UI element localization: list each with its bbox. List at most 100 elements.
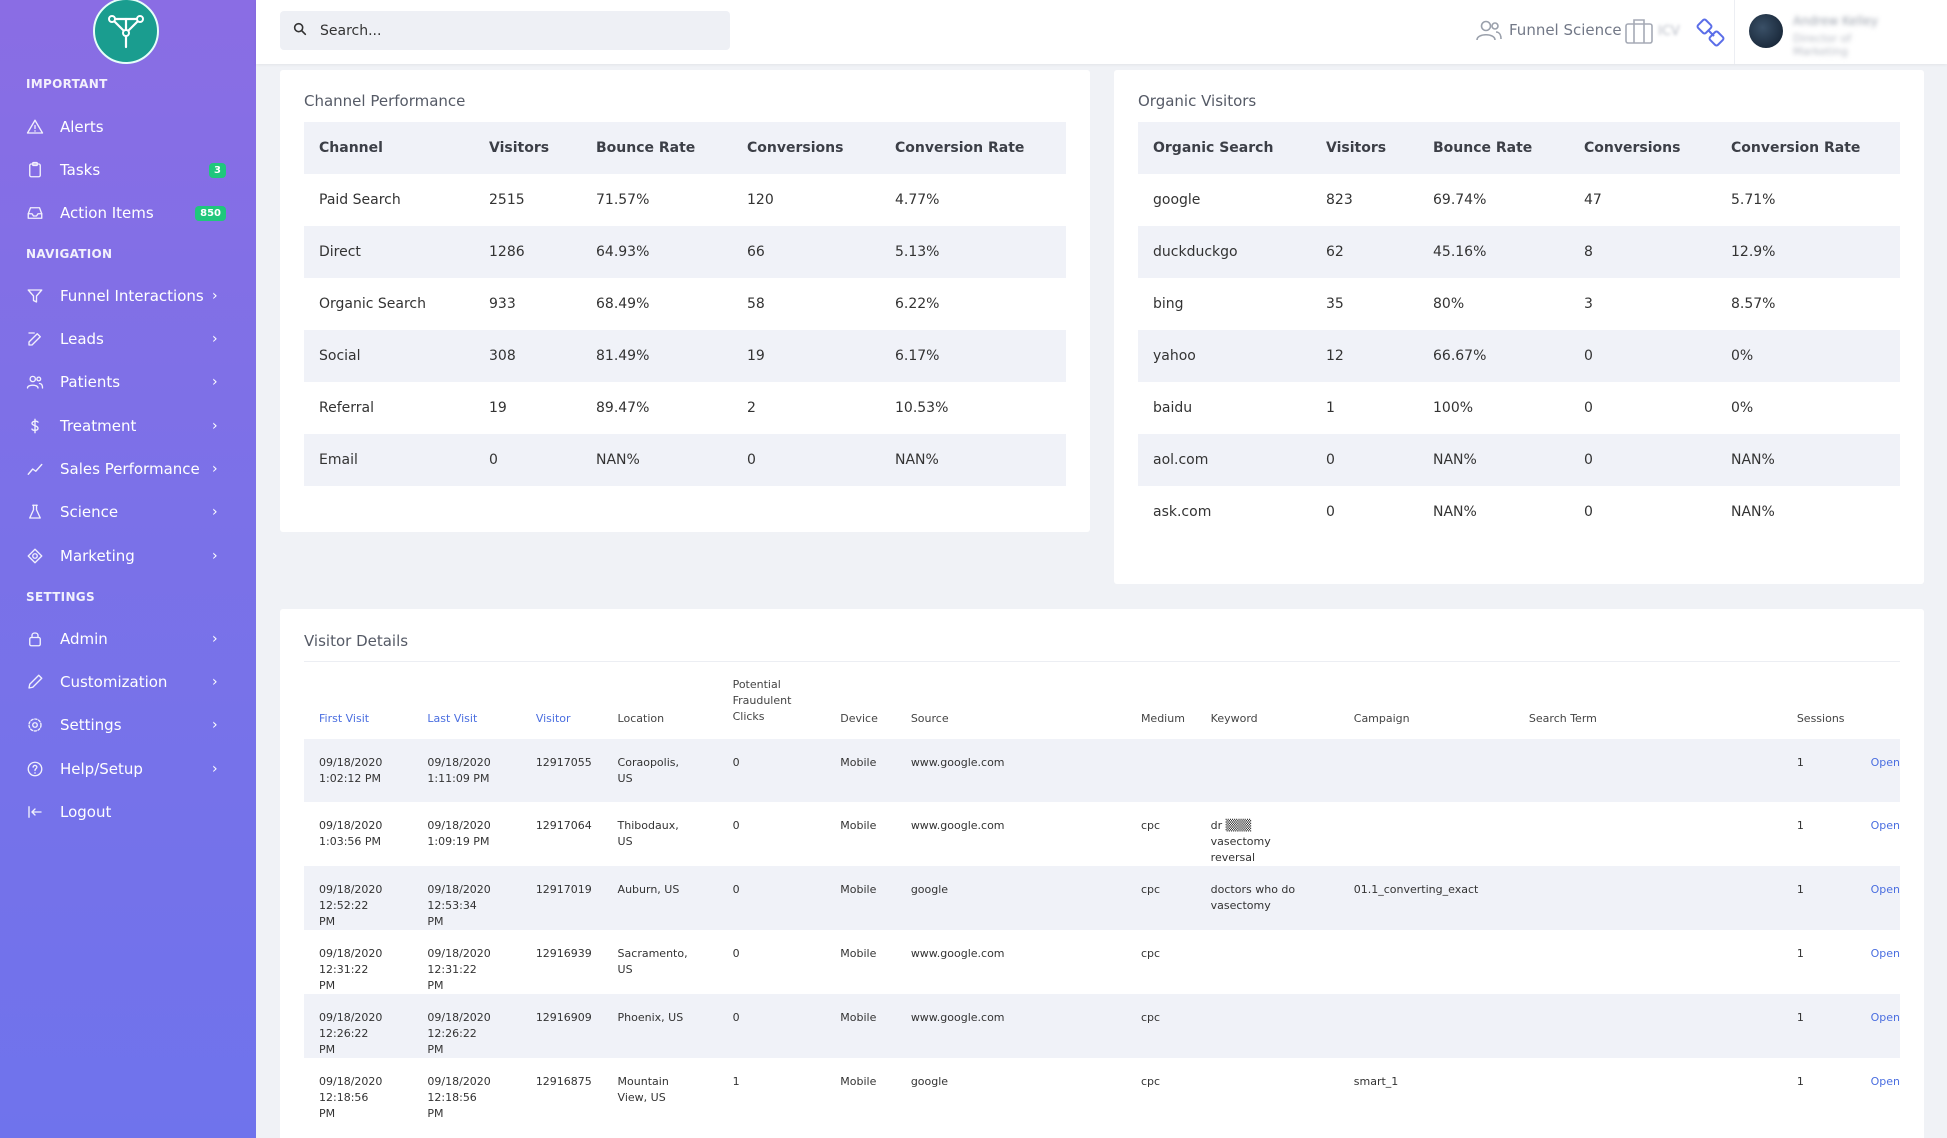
search-box[interactable]	[280, 11, 730, 50]
table-row[interactable]: ask.com 0 NAN% 0 NAN%	[1138, 486, 1900, 538]
table-cell: 4.77%	[895, 192, 940, 208]
funnel-logo-icon	[108, 15, 144, 49]
open-link[interactable]: Open	[1855, 739, 1900, 802]
sidebar-item-science[interactable]: Science ›	[0, 494, 256, 530]
visitor-row[interactable]: 09/18/2020 12:52:22 PM 09/18/2020 12:53:3…	[304, 866, 1900, 930]
table-cell: 0	[1311, 434, 1418, 486]
table-cell: 3	[1584, 296, 1593, 312]
column-header[interactable]: Bounce Rate	[1418, 122, 1569, 174]
tasks-count-badge: 3	[209, 162, 226, 178]
visitor-cell-visitor: 12917064	[535, 819, 592, 832]
sidebar-item-marketing[interactable]: Marketing ›	[0, 538, 256, 574]
table-cell: 64.93%	[581, 226, 732, 278]
visitor-cell-campaign	[1338, 739, 1514, 802]
table-row[interactable]: aol.com 0 NAN% 0 NAN%	[1138, 434, 1900, 486]
table-header-row: Channel Visitors Bounce Rate Conversions…	[304, 122, 1066, 174]
visitor-row[interactable]: 09/18/2020 12:18:56 PM 09/18/2020 12:18:5…	[304, 1058, 1900, 1122]
open-link[interactable]: Open	[1855, 994, 1900, 1058]
open-link[interactable]: Open	[1870, 947, 1900, 960]
search-input[interactable]	[320, 11, 720, 50]
column-header[interactable]: Conversions	[1569, 122, 1716, 174]
inbox-icon	[25, 203, 45, 223]
sidebar-item-label: Customization	[60, 673, 168, 691]
table-row[interactable]: Social 308 81.49% 19 6.17%	[304, 330, 1066, 382]
card-title: Channel Performance	[304, 92, 466, 110]
column-header[interactable]: Visitors	[474, 122, 581, 174]
column-header[interactable]: Visitors	[1311, 122, 1418, 174]
chevron-right-icon: ›	[212, 631, 218, 647]
table-row[interactable]: baidu 1 100% 0 0%	[1138, 382, 1900, 434]
column-header[interactable]: Conversions	[732, 122, 880, 174]
table-row[interactable]: bing 35 80% 3 8.57%	[1138, 278, 1900, 330]
table-cell: 0	[474, 434, 581, 486]
table-cell: Referral	[319, 400, 374, 416]
sidebar-item-logout[interactable]: Logout	[0, 794, 256, 830]
visitor-cell-device: Mobile	[825, 866, 896, 930]
column-header[interactable]: Channel	[304, 122, 474, 174]
table-cell: Organic Search	[319, 296, 427, 312]
visitor-cell-term	[1514, 1058, 1782, 1122]
sidebar-item-tasks[interactable]: Tasks 3	[0, 152, 256, 188]
visitor-cell-last: 09/18/2020 12:18:56 PM	[427, 1075, 491, 1120]
column-header-last-visit[interactable]: Last Visit	[427, 712, 478, 725]
column-header[interactable]: Conversion Rate	[880, 122, 1066, 174]
table-row[interactable]: Email 0 NAN% 0 NAN%	[304, 434, 1066, 486]
table-row[interactable]: yahoo 12 66.67% 0 0%	[1138, 330, 1900, 382]
sidebar-item-leads[interactable]: Leads ›	[0, 321, 256, 357]
sidebar-item-sales-performance[interactable]: Sales Performance ›	[0, 451, 256, 487]
column-header[interactable]: Organic Search	[1138, 122, 1311, 174]
top-bar: Funnel Science ICV Andrew Kelley Directo…	[256, 0, 1947, 64]
briefcase-button[interactable]: ICV	[1624, 17, 1680, 45]
table-cell: NAN%	[1731, 504, 1775, 520]
user-menu[interactable]: Andrew Kelley Director of Marketing	[1734, 0, 1894, 64]
brand-logo[interactable]	[93, 0, 159, 64]
sidebar-item-admin[interactable]: Admin ›	[0, 621, 256, 657]
sidebar-item-patients[interactable]: Patients ›	[0, 364, 256, 400]
visitor-cell-campaign: smart_1	[1353, 1075, 1399, 1088]
integration-link-button[interactable]	[1696, 18, 1726, 52]
column-header[interactable]: Bounce Rate	[581, 122, 732, 174]
visitor-cell-source: google	[895, 866, 1126, 930]
visitor-details-card: Visitor Details First Visit Last Visit V…	[280, 609, 1924, 1138]
visitor-cell-keyword	[1196, 1058, 1339, 1122]
table-cell: 0	[1326, 504, 1335, 520]
sidebar-item-action-items[interactable]: Action Items 850	[0, 195, 256, 231]
funnel-science-link[interactable]: Funnel Science	[1475, 18, 1622, 42]
column-header-first-visit[interactable]: First Visit	[319, 712, 370, 725]
open-link[interactable]: Open	[1855, 866, 1900, 930]
visitor-cell-last: 09/18/2020 1:11:09 PM	[412, 739, 521, 802]
visitor-row[interactable]: 09/18/2020 12:31:22 PM 09/18/2020 12:31:2…	[304, 930, 1900, 994]
table-cell: 10.53%	[895, 400, 949, 416]
table-cell: bing	[1153, 296, 1184, 312]
open-link[interactable]: Open	[1870, 1075, 1900, 1088]
table-cell: 5.13%	[880, 226, 1066, 278]
section-label-navigation: NAVIGATION	[26, 247, 113, 261]
table-row[interactable]: Direct 1286 64.93% 66 5.13%	[304, 226, 1066, 278]
sidebar-item-treatment[interactable]: Treatment ›	[0, 408, 256, 444]
table-row[interactable]: Organic Search 933 68.49% 58 6.22%	[304, 278, 1066, 330]
table-cell: 45.16%	[1418, 226, 1569, 278]
visitor-row[interactable]: 09/18/2020 1:03:56 PM 09/18/2020 1:09:19 …	[304, 802, 1900, 866]
table-cell: 19	[732, 330, 880, 382]
chevron-right-icon: ›	[212, 331, 218, 347]
funnel-science-label: Funnel Science	[1509, 21, 1622, 39]
sidebar-item-funnel-interactions[interactable]: Funnel Interactions ›	[0, 278, 256, 314]
sidebar-item-help-setup[interactable]: Help/Setup ›	[0, 751, 256, 787]
table-cell: 0	[1569, 330, 1716, 382]
table-row[interactable]: Paid Search 2515 71.57% 120 4.77%	[304, 174, 1066, 226]
visitor-cell-visitor: 12916909	[520, 994, 603, 1058]
visitor-row[interactable]: 09/18/2020 12:26:22 PM 09/18/2020 12:26:2…	[304, 994, 1900, 1058]
column-header-visitor[interactable]: Visitor	[535, 712, 571, 725]
sidebar-item-customization[interactable]: Customization ›	[0, 664, 256, 700]
sidebar-item-alerts[interactable]: Alerts	[0, 109, 256, 145]
visitor-cell-source: www.google.com	[895, 994, 1126, 1058]
table-row[interactable]: duckduckgo 62 45.16% 8 12.9%	[1138, 226, 1900, 278]
table-cell: 1286	[474, 226, 581, 278]
visitor-cell-fraud: 0	[717, 994, 826, 1058]
visitor-row[interactable]: 09/18/2020 1:02:12 PM 09/18/2020 1:11:09 …	[304, 739, 1900, 802]
column-header[interactable]: Conversion Rate	[1716, 122, 1900, 174]
sidebar-item-settings[interactable]: Settings ›	[0, 707, 256, 743]
open-link[interactable]: Open	[1870, 819, 1900, 832]
table-row[interactable]: google 823 69.74% 47 5.71%	[1138, 174, 1900, 226]
table-row[interactable]: Referral 19 89.47% 2 10.53%	[304, 382, 1066, 434]
